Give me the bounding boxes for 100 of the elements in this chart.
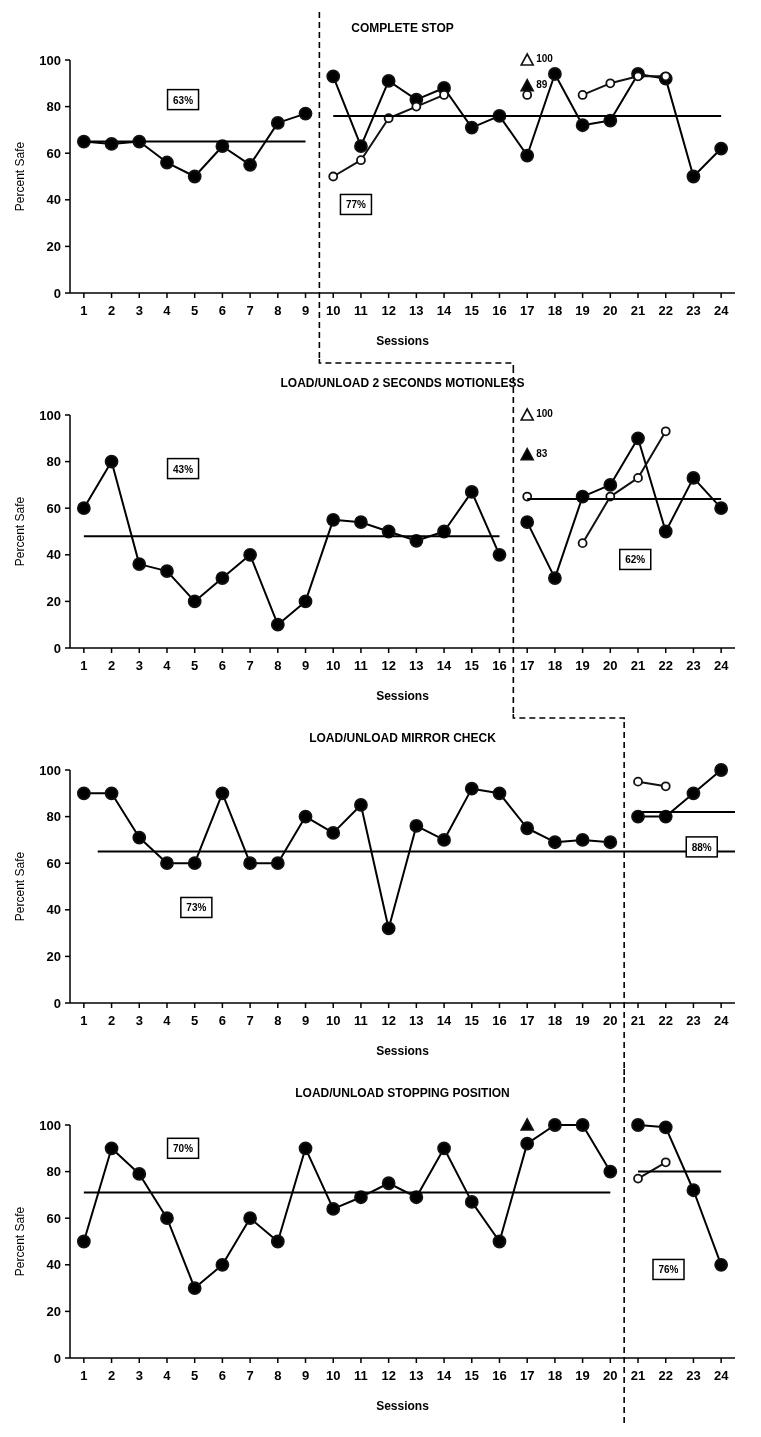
y-tick-label: 0 — [53, 995, 61, 1011]
y-tick-label: 100 — [39, 52, 61, 68]
y-tick-label: 20 — [46, 948, 61, 964]
annotation: 62% — [625, 554, 646, 566]
x-tick-label: 8 — [274, 303, 282, 318]
y-tick-label: 40 — [46, 902, 61, 918]
x-tick-label: 18 — [547, 1368, 563, 1383]
y-tick-label: 40 — [46, 1257, 61, 1273]
y-tick-label: 80 — [46, 454, 61, 470]
x-tick-label: 17 — [519, 303, 535, 318]
x-tick-label: 7 — [246, 1368, 254, 1383]
x-tick-label: 21 — [630, 1013, 646, 1028]
x-tick-label: 11 — [354, 303, 368, 318]
x-tick-label: 16 — [492, 1013, 507, 1028]
x-tick-label: 3 — [135, 1013, 143, 1028]
x-tick-label: 13 — [409, 1013, 424, 1028]
x-tick-label: 7 — [246, 658, 254, 673]
x-tick-label: 7 — [246, 303, 254, 318]
x-tick-label: 8 — [274, 1013, 282, 1028]
x-tick-label: 9 — [301, 303, 310, 318]
x-tick-label: 2 — [107, 1368, 116, 1383]
y-tick-label: 100 — [39, 407, 61, 423]
x-tick-label: 21 — [630, 1368, 646, 1383]
x-tick-label: 3 — [135, 1368, 143, 1383]
x-tick-label: 14 — [436, 658, 453, 673]
x-tick-label: 15 — [464, 1368, 480, 1383]
x-tick-label: 5 — [191, 658, 199, 673]
x-tick-label: 4 — [163, 1368, 172, 1383]
x-tick-label: 19 — [575, 1013, 590, 1028]
x-tick-label: 23 — [686, 1013, 701, 1028]
x-tick-label: 12 — [381, 303, 396, 318]
x-tick-label: 2 — [107, 1013, 116, 1028]
chart-title: LOAD/UNLOAD 2 SECONDS MOTIONLESS — [280, 376, 525, 390]
x-tick-label: 22 — [658, 303, 673, 318]
x-tick-label: 24 — [713, 658, 730, 673]
x-tick-label: 20 — [603, 1368, 618, 1383]
annotation: 77% — [345, 199, 367, 211]
y-tick-label: 80 — [46, 809, 61, 825]
annotation: 88% — [691, 841, 712, 853]
x-tick-label: 12 — [381, 1013, 396, 1028]
x-tick-label: 15 — [464, 1013, 480, 1028]
x-tick-label: 20 — [603, 658, 618, 673]
data-label: 100 — [536, 53, 554, 64]
x-tick-label: 3 — [135, 658, 143, 673]
x-tick-label: 12 — [381, 658, 396, 673]
x-tick-label: 14 — [436, 1013, 453, 1028]
y-tick-label: 20 — [46, 593, 61, 609]
y-tick-label: 0 — [53, 640, 61, 656]
x-tick-label: 19 — [575, 658, 590, 673]
x-tick-label: 22 — [658, 658, 673, 673]
y-axis-title: Percent Safe — [13, 1206, 27, 1277]
x-tick-label: 8 — [274, 658, 282, 673]
x-tick-label: 17 — [519, 658, 535, 673]
x-tick-label: 23 — [686, 658, 701, 673]
x-axis-title: Sessions — [376, 334, 430, 348]
x-tick-label: 18 — [547, 303, 563, 318]
y-tick-label: 40 — [46, 192, 61, 208]
x-axis-title: Sessions — [376, 689, 430, 703]
x-tick-label: 9 — [301, 1368, 310, 1383]
y-tick-label: 60 — [46, 1210, 61, 1226]
x-tick-label: 21 — [630, 658, 646, 673]
x-tick-label: 22 — [658, 1013, 673, 1028]
x-tick-label: 21 — [630, 303, 646, 318]
data-label: 89 — [536, 78, 548, 90]
x-tick-label: 7 — [246, 1013, 254, 1028]
y-axis-title: Percent Safe — [13, 141, 27, 212]
x-tick-label: 5 — [191, 1368, 199, 1383]
x-tick-label: 6 — [218, 1368, 227, 1383]
x-tick-label: 13 — [409, 303, 424, 318]
annotation: 43% — [173, 463, 194, 475]
x-tick-label: 17 — [519, 1368, 535, 1383]
y-tick-label: 80 — [46, 99, 61, 115]
x-tick-label: 1 — [80, 1013, 88, 1028]
x-tick-label: 14 — [436, 303, 453, 318]
x-tick-label: 15 — [464, 303, 480, 318]
y-tick-label: 100 — [39, 1117, 61, 1133]
annotation: 76% — [658, 1264, 679, 1276]
chart-title: LOAD/UNLOAD STOPPING POSITION — [295, 1086, 510, 1100]
x-axis-title: Sessions — [376, 1044, 430, 1058]
x-tick-label: 3 — [135, 303, 143, 318]
x-tick-label: 12 — [381, 1368, 396, 1383]
x-tick-label: 10 — [325, 303, 341, 318]
x-tick-label: 9 — [301, 1013, 310, 1028]
x-axis-title: Sessions — [376, 1399, 430, 1413]
chart-title: COMPLETE STOP — [351, 21, 454, 35]
y-axis-title: Percent Safe — [13, 496, 27, 567]
y-tick-label: 60 — [46, 855, 61, 871]
x-tick-label: 18 — [547, 1013, 563, 1028]
x-tick-label: 15 — [464, 658, 480, 673]
x-tick-label: 18 — [547, 658, 563, 673]
y-tick-label: 0 — [53, 1350, 61, 1366]
data-label: 83 — [536, 447, 548, 459]
x-tick-label: 4 — [163, 658, 172, 673]
x-tick-label: 11 — [354, 1013, 368, 1028]
data-label: 100 — [536, 408, 554, 419]
x-tick-label: 16 — [492, 1368, 507, 1383]
chart-title: LOAD/UNLOAD MIRROR CHECK — [309, 731, 497, 745]
x-tick-label: 23 — [686, 303, 701, 318]
x-tick-label: 19 — [575, 1368, 590, 1383]
x-tick-label: 1 — [80, 658, 88, 673]
